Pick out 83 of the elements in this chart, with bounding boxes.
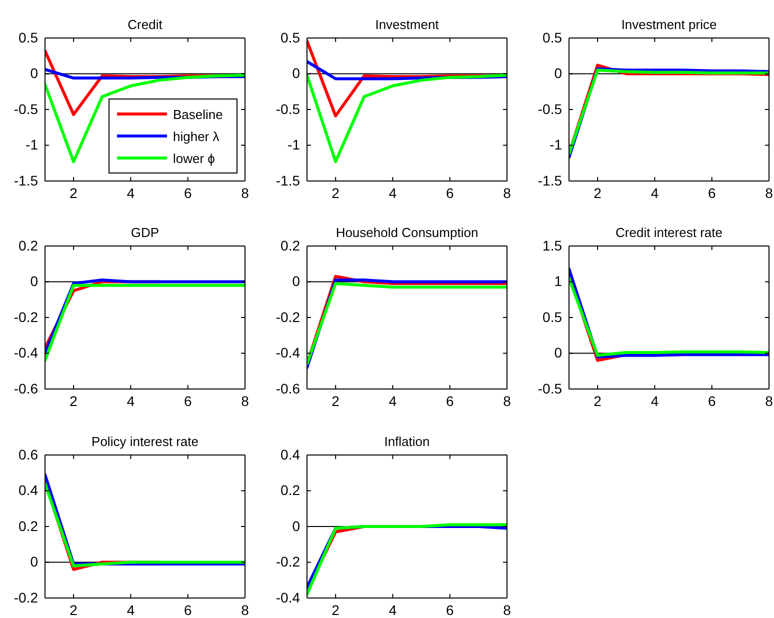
x-tick-label: 8 bbox=[503, 602, 512, 618]
x-tick-label: 8 bbox=[241, 392, 250, 409]
legend-label: lower ϕ bbox=[173, 151, 215, 166]
y-tick-label: -0.5 bbox=[14, 100, 38, 117]
x-tick-label: 4 bbox=[126, 602, 135, 618]
y-tick-label: -1.5 bbox=[538, 172, 562, 188]
y-tick-label: 0.2 bbox=[280, 482, 300, 498]
chart-title: Investment price bbox=[621, 17, 717, 32]
chart-title: Policy interest rate bbox=[92, 434, 198, 449]
x-tick-label: 4 bbox=[650, 184, 659, 201]
y-tick-label: 0 bbox=[554, 65, 562, 82]
x-tick-label: 6 bbox=[708, 184, 716, 201]
x-tick-label: 4 bbox=[388, 184, 397, 201]
y-tick-label: 0 bbox=[292, 65, 300, 82]
y-tick-label: 0 bbox=[292, 518, 300, 534]
y-tick-label: 0.5 bbox=[542, 308, 562, 325]
y-tick-label: -0.4 bbox=[276, 589, 300, 606]
x-tick-label: 6 bbox=[184, 184, 192, 201]
y-tick-label: 0 bbox=[30, 554, 38, 570]
x-tick-label: 6 bbox=[708, 392, 716, 409]
y-tick-label: 0.5 bbox=[542, 29, 562, 46]
x-tick-label: 4 bbox=[650, 392, 659, 409]
x-tick-label: 2 bbox=[332, 602, 340, 618]
y-tick-label: -1 bbox=[550, 136, 562, 153]
chart-title: Investment bbox=[375, 17, 440, 32]
y-tick-label: 1 bbox=[554, 273, 562, 290]
y-tick-label: -1 bbox=[288, 136, 300, 153]
x-tick-label: 6 bbox=[446, 602, 454, 618]
x-tick-label: 4 bbox=[388, 602, 397, 618]
y-tick-label: -0.4 bbox=[276, 344, 300, 361]
x-tick-label: 4 bbox=[388, 392, 397, 409]
x-tick-label: 2 bbox=[332, 392, 340, 409]
legend-label: higher λ bbox=[173, 129, 220, 144]
x-tick-label: 8 bbox=[765, 392, 774, 409]
x-tick-label: 6 bbox=[446, 392, 454, 409]
y-tick-label: 0.5 bbox=[18, 29, 38, 46]
legend-label: Baseline bbox=[173, 107, 223, 122]
y-tick-label: 0 bbox=[30, 273, 38, 290]
x-tick-label: 2 bbox=[70, 602, 78, 618]
y-tick-label: 0 bbox=[292, 273, 300, 290]
x-tick-label: 2 bbox=[70, 184, 78, 201]
x-tick-label: 4 bbox=[126, 184, 135, 201]
y-tick-label: -0.2 bbox=[276, 554, 300, 570]
chart-title: Household Consumption bbox=[336, 225, 478, 240]
y-tick-label: -1.5 bbox=[14, 172, 38, 188]
chart-title: Credit bbox=[128, 17, 163, 32]
y-tick-label: -0.4 bbox=[14, 344, 38, 361]
y-tick-label: 1.5 bbox=[542, 237, 562, 254]
x-tick-label: 6 bbox=[184, 392, 192, 409]
chart-title: Inflation bbox=[384, 434, 430, 449]
y-tick-label: 0.4 bbox=[18, 482, 38, 498]
y-tick-label: 0.2 bbox=[18, 518, 38, 534]
y-tick-label: -0.6 bbox=[276, 380, 300, 396]
x-tick-label: 2 bbox=[594, 184, 602, 201]
y-tick-label: -0.6 bbox=[14, 380, 38, 396]
x-tick-label: 8 bbox=[765, 184, 774, 201]
x-tick-label: 2 bbox=[332, 184, 340, 201]
y-tick-label: -0.2 bbox=[276, 308, 300, 325]
y-tick-label: -1 bbox=[26, 136, 38, 153]
chart-title: Credit interest rate bbox=[616, 225, 722, 240]
y-tick-label: -0.5 bbox=[538, 380, 562, 396]
x-tick-label: 8 bbox=[503, 184, 512, 201]
y-tick-label: 0.2 bbox=[280, 237, 300, 254]
y-tick-label: -0.2 bbox=[14, 589, 38, 606]
y-tick-label: 0.5 bbox=[280, 29, 300, 46]
y-tick-label: 0 bbox=[554, 344, 562, 361]
x-tick-label: 8 bbox=[503, 392, 512, 409]
x-tick-label: 6 bbox=[446, 184, 454, 201]
y-tick-label: 0.4 bbox=[280, 446, 300, 462]
x-tick-label: 8 bbox=[241, 184, 250, 201]
x-tick-label: 6 bbox=[184, 602, 192, 618]
y-tick-label: -0.5 bbox=[538, 100, 562, 117]
y-tick-label: -0.5 bbox=[276, 100, 300, 117]
x-tick-label: 2 bbox=[70, 392, 78, 409]
x-tick-label: 2 bbox=[594, 392, 602, 409]
y-tick-label: 0 bbox=[30, 65, 38, 82]
y-tick-label: -0.2 bbox=[14, 308, 38, 325]
x-tick-label: 8 bbox=[241, 602, 250, 618]
y-tick-label: 0.2 bbox=[18, 237, 38, 254]
y-tick-label: -1.5 bbox=[276, 172, 300, 188]
chart-title: GDP bbox=[130, 225, 160, 240]
x-tick-label: 4 bbox=[126, 392, 135, 409]
y-tick-label: 0.6 bbox=[18, 446, 38, 462]
